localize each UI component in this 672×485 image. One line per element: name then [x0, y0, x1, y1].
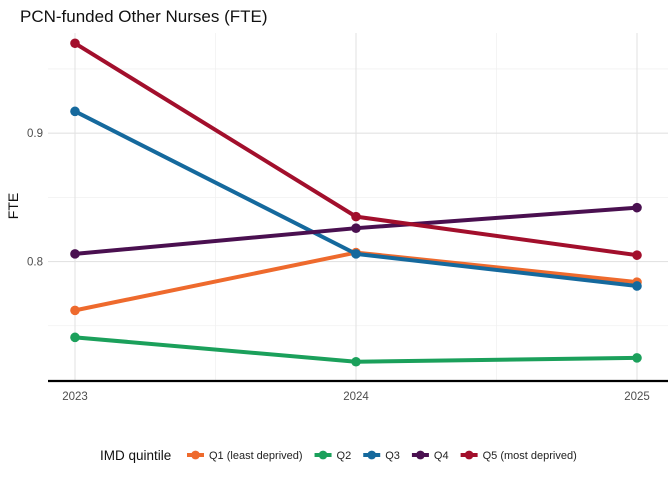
data-point	[632, 353, 642, 363]
gridlines	[48, 33, 668, 381]
legend-key-point	[367, 450, 377, 460]
data-point	[351, 211, 361, 222]
legend-key	[460, 450, 478, 460]
axes: 0.8 0.9 2023 2024 2025	[27, 128, 668, 403]
data-point	[70, 332, 80, 343]
legend-label: Q3	[385, 450, 400, 462]
data-point	[632, 281, 642, 291]
chart-title: PCN-funded Other Nurses (FTE)	[20, 7, 268, 26]
legend-key-point	[464, 450, 474, 460]
data-point	[632, 202, 642, 213]
legend-label: Q5 (most deprived)	[483, 450, 577, 462]
series-layer	[70, 38, 642, 367]
legend-key	[187, 450, 204, 460]
y-axis-title: FTE	[5, 193, 21, 219]
legend-label: Q4	[434, 450, 449, 462]
legend-key-point	[191, 450, 200, 460]
legend-key	[363, 450, 381, 460]
y-tick-label: 0.9	[27, 128, 43, 140]
legend-key	[314, 450, 332, 460]
data-point	[70, 106, 80, 117]
legend-key	[411, 450, 429, 460]
x-tick-label: 2023	[62, 391, 88, 403]
legend-label: Q2	[337, 450, 352, 462]
legend-key-point	[318, 450, 328, 460]
data-point	[70, 249, 80, 259]
data-point	[70, 38, 80, 49]
y-tick-label: 0.8	[27, 257, 43, 269]
data-point	[70, 305, 80, 316]
x-tick-label: 2025	[624, 391, 650, 403]
legend: IMD quintile Q1 (least deprived) Q2 Q3 Q4 Q5 …	[100, 448, 577, 463]
data-point	[632, 250, 642, 260]
x-tick-label: 2024	[343, 391, 369, 403]
legend-label: Q1 (least deprived)	[209, 450, 303, 462]
data-point	[351, 249, 361, 259]
legend-title: IMD quintile	[100, 448, 171, 463]
data-point	[351, 223, 361, 233]
legend-key-point	[416, 450, 425, 460]
data-point	[351, 356, 361, 367]
